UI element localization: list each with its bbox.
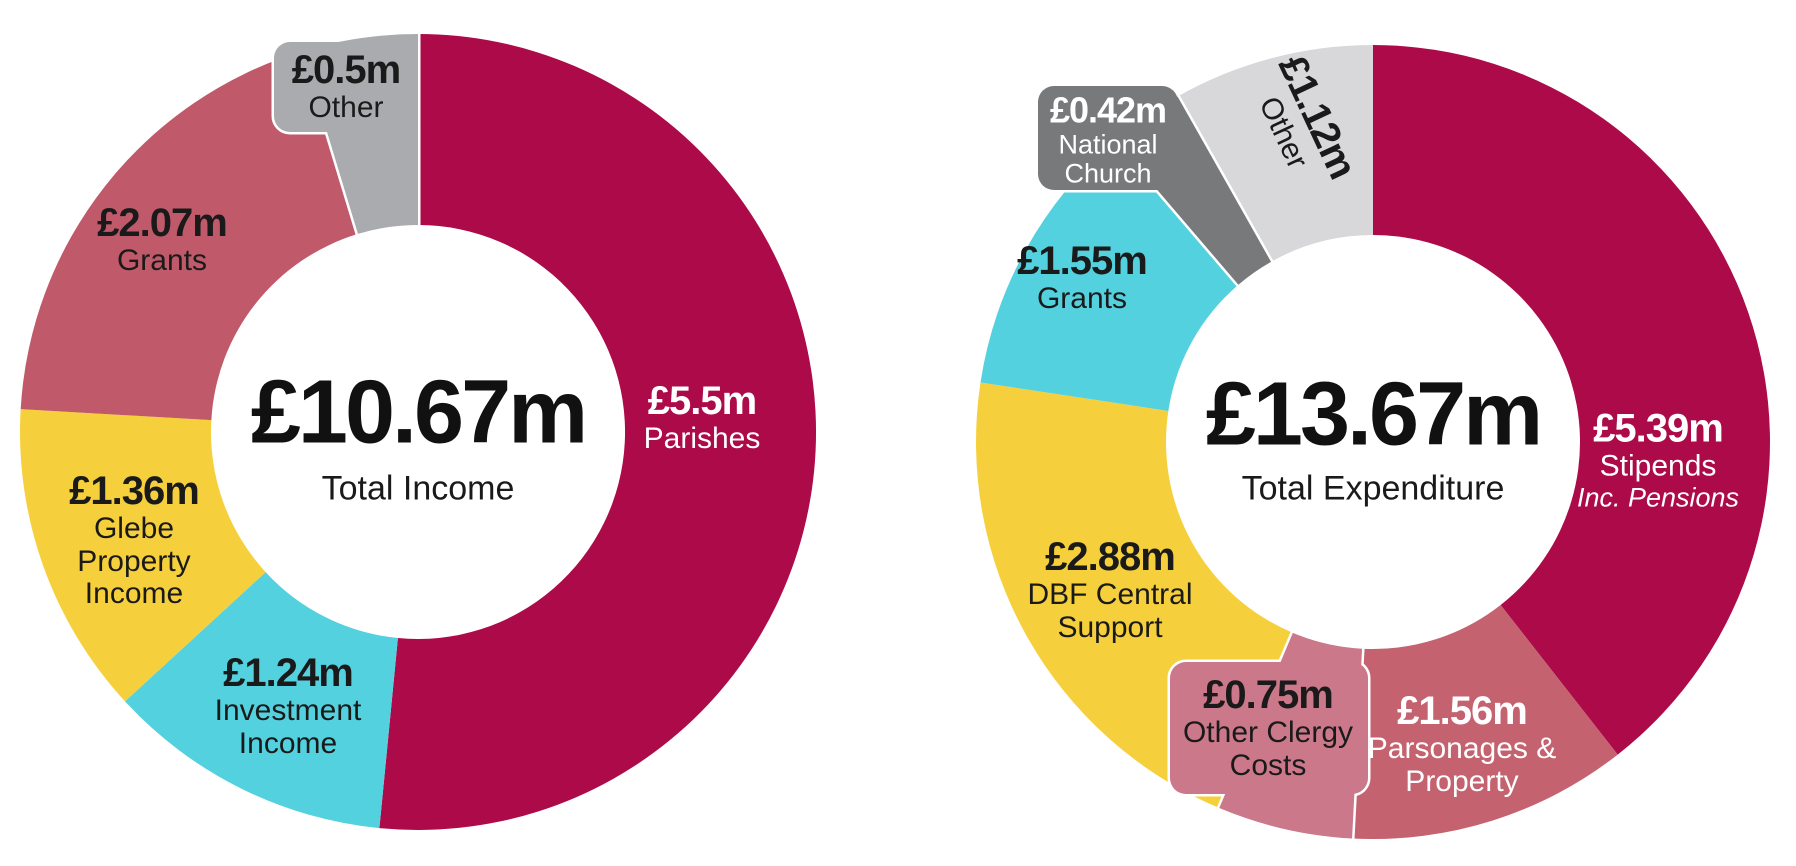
income-donut-label-glebe-property-income: £1.36m Glebe Property Income — [69, 468, 200, 610]
segment-caption-line: Investment — [214, 694, 362, 728]
expenditure-total-caption: Total Expenditure — [1241, 469, 1505, 508]
expenditure-donut-label-grants: £1.55m Grants — [1017, 239, 1148, 316]
expenditure-donut-segment-other-clergy-costs-callout — [1170, 662, 1368, 794]
segment-amount: £1.56m — [1397, 689, 1528, 734]
segment-amount: £5.5m — [647, 379, 757, 424]
segment-caption-line: Income — [238, 726, 338, 760]
income-donut-label-parishes: £5.5m Parishes — [644, 380, 761, 456]
segment-caption-line: National — [1058, 129, 1158, 160]
segment-caption-line: Parishes — [643, 422, 761, 456]
segment-caption-line: Property — [1405, 764, 1519, 798]
segment-caption-line: Church — [1064, 158, 1152, 189]
income-total-caption: Total Income — [321, 469, 515, 508]
income-total-amount: £10.67m — [250, 362, 588, 463]
expenditure-donut-segment-parsonages-property — [1352, 605, 1618, 840]
segment-amount: £2.07m — [97, 201, 228, 246]
expenditure-donut-label-other-clergy-costs: £0.75m Other Clergy Costs — [1182, 673, 1354, 782]
segment-caption-line: DBF Central — [1027, 578, 1193, 612]
income-donut-label-other: £0.5m Other — [291, 48, 401, 125]
income-total-value: £10.67m — [250, 362, 588, 465]
expenditure-total-label: Total Expenditure — [1242, 470, 1505, 509]
income-donut-segment-grants — [20, 51, 358, 421]
segment-amount: £2.88m — [1045, 535, 1176, 580]
segment-caption-line: Parsonages & — [1367, 732, 1557, 766]
segment-caption-line: Support — [1057, 610, 1163, 644]
income-donut-segment-parishes — [379, 34, 817, 830]
segment-amount: £1.36m — [69, 468, 200, 513]
expenditure-donut-segment-other — [1177, 45, 1373, 262]
expenditure-donut-label-stipends: £5.39m Stipends Inc. Pensions — [1576, 406, 1740, 513]
expenditure-donut-label-dbf-central-support: £2.88m DBF Central Support — [1027, 535, 1193, 644]
income-donut-label-investment-income: £1.24m Investment Income — [214, 651, 362, 760]
segment-caption-line: Glebe — [93, 512, 175, 546]
income-donut-label-grants: £2.07m Grants — [97, 201, 228, 278]
segment-caption-line: Other Clergy — [1182, 716, 1354, 750]
expenditure-total-value: £13.67m — [1205, 364, 1543, 467]
segment-amount: £0.42m — [1049, 89, 1167, 131]
segment-caption-italic: Inc. Pensions — [1576, 482, 1740, 513]
segment-caption-line: Other — [308, 91, 384, 125]
expenditure-total-amount: £13.67m — [1205, 364, 1543, 465]
segment-caption-line: Property — [77, 544, 191, 578]
income-donut-segment-glebe-property-income — [20, 409, 266, 702]
expenditure-donut-label-parsonages-property: £1.56m Parsonages & Property — [1367, 689, 1557, 798]
income-total-label: Total Income — [322, 470, 515, 509]
segment-amount: £1.55m — [1017, 239, 1148, 284]
income-donut-segment-investment-income — [125, 572, 398, 829]
segment-caption-line: Grants — [116, 244, 208, 278]
segment-amount: £0.75m — [1203, 673, 1334, 718]
expenditure-donut-segment-grants — [980, 140, 1239, 411]
expenditure-donut-label-national-church: £0.42m National Church — [1049, 89, 1167, 189]
segment-caption-line: Costs — [1229, 748, 1307, 782]
expenditure-donut-segment-national-church-callout — [1038, 86, 1178, 190]
segment-amount: £0.5m — [291, 48, 401, 93]
segment-caption-line: Grants — [1036, 282, 1128, 316]
segment-caption-line: Stipends — [1599, 449, 1717, 483]
income-donut-segment-other-callout — [274, 42, 418, 132]
segment-caption-line: Income — [84, 576, 184, 610]
segment-amount: £5.39m — [1593, 406, 1724, 451]
segment-amount: £1.24m — [223, 651, 354, 696]
expenditure-donut-segment-stipends — [1373, 45, 1770, 755]
